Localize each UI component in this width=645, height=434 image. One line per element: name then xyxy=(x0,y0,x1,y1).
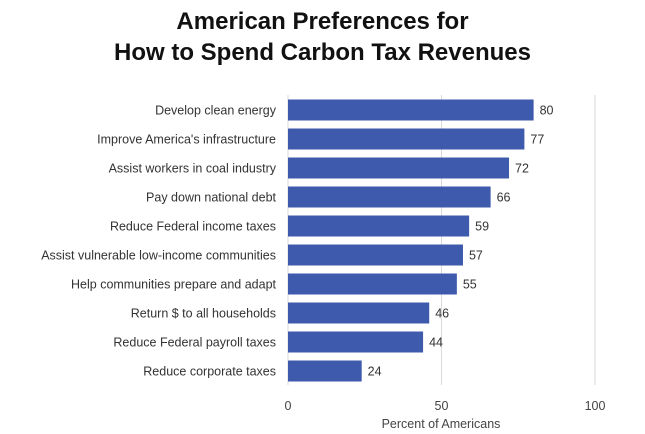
bar xyxy=(288,157,510,179)
category-labels: Develop clean energy Improve America's in… xyxy=(41,104,277,379)
chart-title-line-1: American Preferences for xyxy=(176,8,469,35)
x-tick-label: 0 xyxy=(285,399,292,413)
category-label: Return $ to all households xyxy=(131,307,276,321)
bar xyxy=(288,331,424,353)
value-label: 77 xyxy=(530,133,544,147)
value-label: 24 xyxy=(368,365,382,379)
category-label: Assist vulnerable low-income communities xyxy=(41,249,276,263)
value-label: 72 xyxy=(515,162,529,176)
category-label: Pay down national debt xyxy=(146,191,276,205)
bar xyxy=(288,244,463,266)
category-label: Improve America's infrastructure xyxy=(97,133,276,147)
value-label: 55 xyxy=(463,278,477,292)
category-label: Assist workers in coal industry xyxy=(109,162,277,176)
x-tick-label: 100 xyxy=(585,399,606,413)
value-label: 57 xyxy=(469,249,483,263)
bar xyxy=(288,99,534,121)
bar xyxy=(288,186,491,208)
bar xyxy=(288,273,457,295)
bar xyxy=(288,215,470,237)
x-axis-ticks: 0 50 100 xyxy=(285,399,606,413)
category-label: Reduce Federal payroll taxes xyxy=(113,336,276,350)
category-label: Develop clean energy xyxy=(155,104,277,118)
x-axis-title: Percent of Americans xyxy=(382,417,501,431)
bar xyxy=(288,360,362,382)
value-label: 59 xyxy=(475,220,489,234)
bar xyxy=(288,128,525,150)
value-label: 44 xyxy=(429,336,443,350)
x-tick-label: 50 xyxy=(435,399,449,413)
category-label: Reduce Federal income taxes xyxy=(110,220,276,234)
bars xyxy=(288,99,534,382)
chart-title-line-2: How to Spend Carbon Tax Revenues xyxy=(114,39,531,66)
value-label: 80 xyxy=(540,104,554,118)
category-label: Help communities prepare and adapt xyxy=(71,278,277,292)
category-label: Reduce corporate taxes xyxy=(143,365,276,379)
bar xyxy=(288,302,430,324)
value-label: 46 xyxy=(435,307,449,321)
value-label: 66 xyxy=(497,191,511,205)
value-labels: 80 77 72 66 59 57 55 46 44 24 xyxy=(368,104,554,379)
chart-title: American Preferences for How to Spend Ca… xyxy=(0,6,645,68)
